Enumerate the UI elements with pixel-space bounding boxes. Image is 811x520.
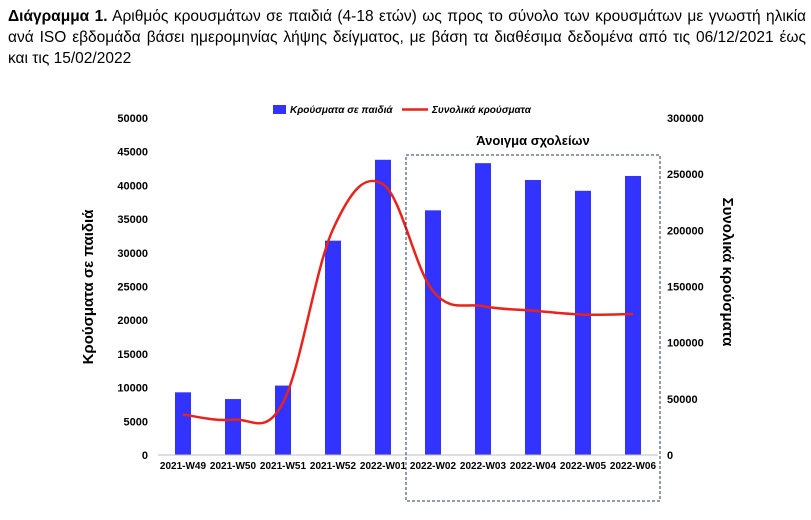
bar	[275, 385, 291, 455]
y-tick-label: 25000	[117, 282, 148, 294]
caption-label: Διάγραμμα 1.	[8, 8, 108, 25]
y-tick-label: 35000	[117, 214, 148, 226]
y-axis-label: Κρούσματα σε παιδιά	[80, 209, 97, 365]
y2-tick-label: 300000	[667, 113, 704, 125]
x-tick-label: 2022-W01	[360, 461, 407, 472]
y2-axis-label: Συνολικά κρούσματα	[719, 198, 736, 347]
line-series	[182, 179, 634, 425]
bar	[425, 210, 441, 455]
y-tick-label: 30000	[117, 248, 148, 260]
y-tick-label: 5000	[124, 416, 148, 428]
bar	[225, 399, 241, 455]
y-tick-label: 15000	[117, 349, 148, 361]
bar	[525, 180, 541, 455]
x-tick-label: 2021-W50	[210, 461, 257, 472]
annotation-label: Άνοιγμα σχολείων	[476, 133, 590, 148]
line-path	[182, 179, 634, 425]
bar	[475, 163, 491, 455]
x-tick-label: 2022-W04	[510, 461, 557, 472]
annotation-box	[405, 154, 661, 502]
legend-label-bar: Κρούσματα σε παιδιά	[290, 105, 393, 116]
right-y-axis: 0 50000 100000 150000 200000 250000 300000	[667, 113, 704, 462]
legend-label-line: Συνολικά κρούσματα	[431, 105, 532, 116]
y-tick-label: 0	[142, 450, 148, 462]
x-axis-categories: 2021-W49 2021-W50 2021-W51 2021-W52 2022-W01…	[160, 461, 657, 472]
y2-tick-label: 0	[667, 450, 673, 462]
x-tick-label: 2022-W05	[560, 461, 607, 472]
annotation-group: Άνοιγμα σχολείων	[405, 133, 661, 502]
bar	[375, 159, 391, 455]
y-tick-label: 50000	[117, 113, 148, 125]
left-y-axis: 0 5000 10000 15000 20000 25000 30000 35000 40000…	[117, 113, 148, 462]
legend-swatch-bar	[273, 105, 286, 114]
y2-tick-label: 200000	[667, 225, 704, 237]
y-tick-label: 40000	[117, 180, 148, 192]
y-tick-label: 45000	[117, 147, 148, 159]
y2-tick-label: 250000	[667, 169, 704, 181]
y2-tick-label: 100000	[667, 338, 704, 350]
bar-series	[158, 159, 658, 456]
x-tick-label: 2021-W52	[310, 461, 357, 472]
bar	[575, 190, 591, 456]
x-tick-label: 2021-W49	[160, 461, 207, 472]
x-tick-label: 2022-W06	[610, 461, 657, 472]
y2-tick-label: 50000	[667, 394, 698, 406]
x-tick-label: 2021-W51	[260, 461, 307, 472]
figure-caption: Διάγραμμα 1. Αριθμός κρουσμάτων σε παιδι…	[8, 6, 806, 69]
caption-text: Αριθμός κρουσμάτων σε παιδιά (4-18 ετών)…	[8, 8, 806, 67]
legend: Κρούσματα σε παιδιά Συνολικά κρούσματα	[273, 105, 532, 116]
bar	[625, 175, 641, 456]
bar	[175, 392, 191, 455]
x-tick-label: 2022-W03	[460, 461, 507, 472]
x-tick-label: 2022-W02	[410, 461, 457, 472]
bar	[325, 240, 341, 455]
y2-tick-label: 150000	[667, 282, 704, 294]
y-tick-label: 10000	[117, 383, 148, 395]
y-tick-label: 20000	[117, 315, 148, 327]
